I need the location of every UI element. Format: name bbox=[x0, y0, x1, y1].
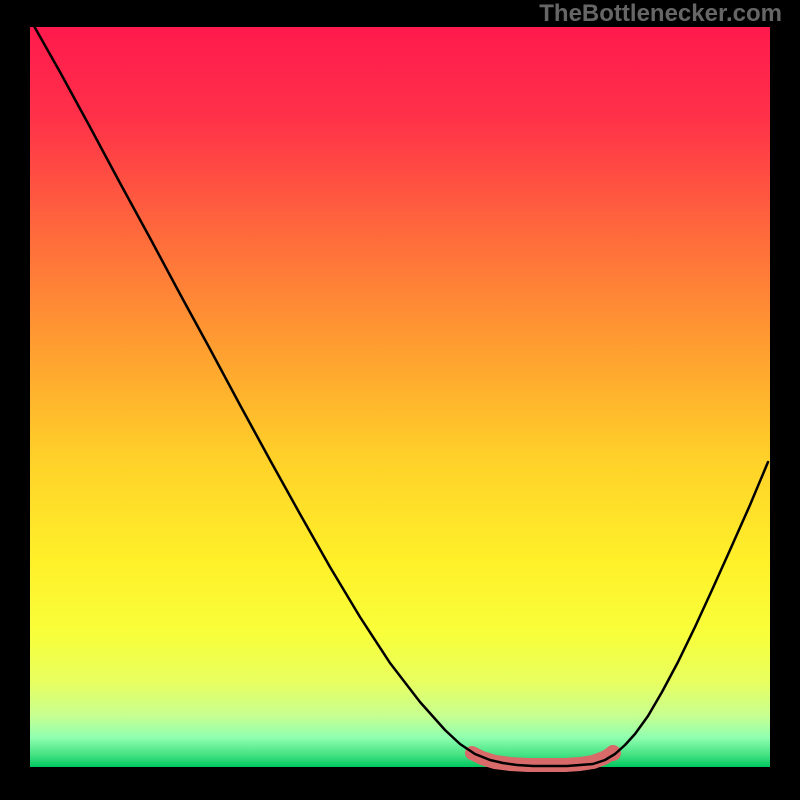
bottleneck-curve-chart bbox=[0, 0, 800, 800]
heat-gradient-background bbox=[30, 27, 770, 767]
watermark-text: TheBottlenecker.com bbox=[539, 0, 782, 28]
chart-root: { "watermark": { "text": "TheBottlenecke… bbox=[0, 0, 800, 800]
